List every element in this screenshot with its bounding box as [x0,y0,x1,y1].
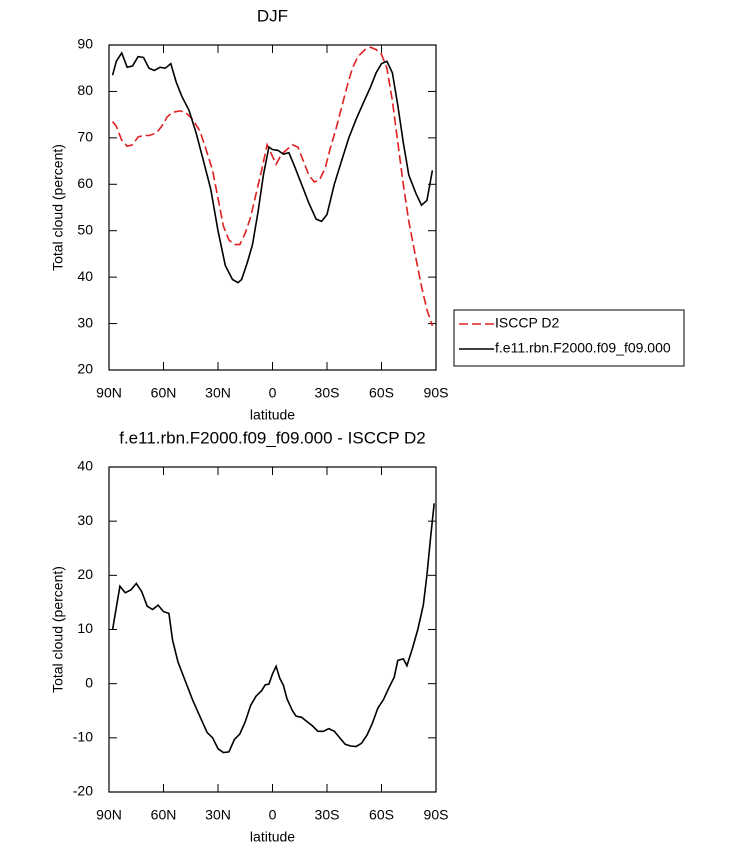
x-tick-label: 60N [151,385,177,401]
x-tick-label: 60S [369,385,394,401]
x-tick-label: 30N [205,807,231,823]
y-tick-label: 0 [85,674,93,690]
x-tick-label: 90N [96,385,122,401]
data-line [111,503,435,754]
data-line [111,46,434,327]
data-line [111,51,434,284]
y-tick-label: 20 [77,566,93,582]
x-tick-label: 90S [424,385,449,401]
plot-frame [108,466,437,793]
y-tick-label: 60 [77,175,93,191]
legend-label: f.e11.rbn.F2000.f09_f09.000 [495,340,671,356]
y-tick-label: 10 [77,620,93,636]
x-axis-label: latitude [250,829,295,845]
y-axis-label: Total cloud (percent) [50,566,66,693]
y-tick-label: 70 [77,129,93,145]
x-tick-label: 60S [369,807,394,823]
y-tick-label: 80 [77,82,93,98]
y-tick-label: 50 [77,221,93,237]
x-tick-label: 30S [315,807,340,823]
x-tick-label: 90S [424,807,449,823]
legend-box [453,309,685,367]
y-tick-label: 90 [77,36,93,52]
legend-label: ISCCP D2 [495,315,560,331]
x-tick-label: 30S [315,385,340,401]
plot-frame [108,44,437,371]
y-tick-label: -20 [73,783,93,799]
chart-title: f.e11.rbn.F2000.f09_f09.000 - ISCCP D2 [119,428,426,447]
y-tick-label: 20 [77,361,93,377]
x-axis-label: latitude [250,407,295,423]
x-tick-label: 60N [151,807,177,823]
x-tick-label: 90N [96,807,122,823]
x-tick-label: 0 [269,385,277,401]
y-axis-label: Total cloud (percent) [50,144,66,271]
x-tick-label: 0 [269,807,277,823]
y-tick-label: -10 [73,729,93,745]
y-tick-label: 40 [77,458,93,474]
y-tick-label: 40 [77,268,93,284]
y-tick-label: 30 [77,512,93,528]
chart-title: DJF [257,6,288,25]
x-tick-label: 30N [205,385,231,401]
y-tick-label: 30 [77,314,93,330]
